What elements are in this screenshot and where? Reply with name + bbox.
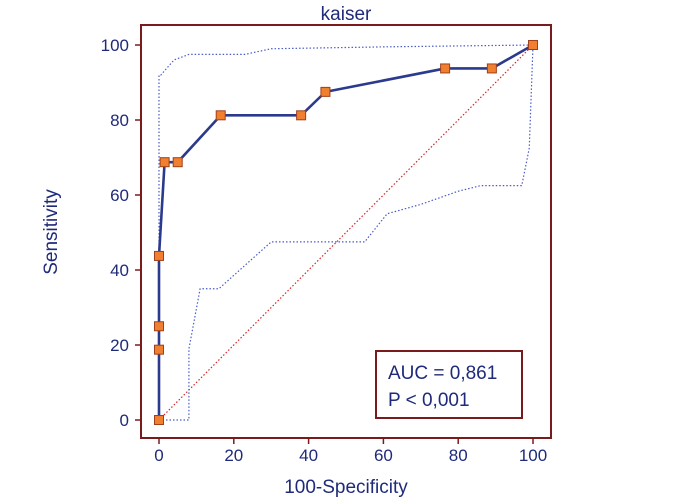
roc-point — [320, 86, 331, 97]
y-tick-label: 60 — [110, 186, 129, 205]
roc-point — [296, 110, 307, 121]
annotation-frame — [375, 350, 523, 419]
p-value-text: P < 0,001 — [388, 390, 470, 411]
plot-frame — [140, 24, 552, 439]
x-tick-label: 80 — [449, 446, 468, 465]
x-tick-label: 60 — [374, 446, 393, 465]
y-tick-label: 0 — [120, 411, 129, 430]
chart-title: kaiser — [321, 4, 372, 25]
auc-text: AUC = 0,861 — [388, 363, 497, 384]
roc-point — [172, 157, 183, 168]
roc-point — [215, 110, 226, 121]
reference-line — [158, 44, 534, 421]
roc-point — [528, 40, 538, 50]
ci-upper-line — [158, 44, 534, 420]
y-tick-label: 40 — [110, 261, 129, 280]
x-tick-label: 100 — [519, 446, 547, 465]
y-tick-label: 100 — [101, 36, 129, 55]
roc-point — [486, 63, 497, 74]
roc-point — [440, 63, 451, 74]
y-axis-title: Sensitivity — [41, 189, 62, 275]
x-tick-label: 20 — [224, 446, 243, 465]
roc-point — [154, 321, 164, 332]
roc-point — [154, 250, 164, 261]
x-tick-label: 40 — [299, 446, 318, 465]
plot-area: 0 20 40 60 80 100 0 20 40 60 80 100 — [101, 24, 552, 465]
annotation-box: AUC = 0,861 P < 0,001 — [375, 350, 523, 419]
roc-point — [159, 157, 170, 168]
y-tick-label: 20 — [110, 336, 129, 355]
x-tick-label: 0 — [154, 446, 163, 465]
x-axis-title: 100-Specificity — [284, 477, 408, 498]
y-tick-label: 80 — [110, 111, 129, 130]
roc-point — [154, 415, 164, 425]
roc-point — [154, 344, 164, 355]
